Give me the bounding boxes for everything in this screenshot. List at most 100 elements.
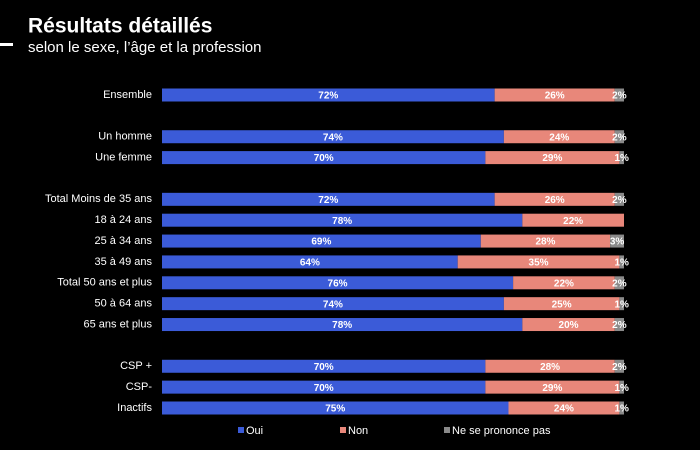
- legend-label: Oui: [246, 425, 263, 437]
- bar-segment: [162, 359, 486, 373]
- value-label: 69%: [311, 237, 331, 248]
- legend-label: Ne se prononce pas: [452, 425, 551, 437]
- bar-segment: [162, 130, 504, 144]
- bar-segment: [614, 318, 624, 332]
- bar-segment: [162, 401, 509, 415]
- value-label: 75%: [325, 404, 345, 415]
- value-label: 25%: [552, 299, 572, 310]
- value-label: 22%: [554, 278, 574, 289]
- value-label: 70%: [314, 383, 334, 394]
- bar-segment: [614, 130, 624, 144]
- category-label: Un homme: [98, 131, 152, 143]
- value-label: 24%: [549, 132, 569, 143]
- bar-segment: [614, 192, 624, 206]
- category-label: 65 ans et plus: [84, 318, 153, 330]
- bar-segment: [614, 88, 624, 102]
- category-label: 18 à 24 ans: [95, 214, 153, 226]
- category-label: 50 à 64 ans: [95, 298, 153, 310]
- category-label: Inactifs: [117, 402, 152, 414]
- bar-segment: [494, 88, 615, 102]
- value-label: 74%: [323, 132, 343, 143]
- value-label: 1%: [614, 383, 629, 394]
- category-label: Total Moins de 35 ans: [45, 193, 153, 205]
- chart-title: Résultats détaillés: [28, 15, 212, 38]
- bar-segment: [508, 401, 620, 415]
- bar-segment: [494, 192, 615, 206]
- bar-segment: [619, 297, 624, 311]
- bar-segment: [619, 380, 624, 394]
- value-label: 1%: [614, 153, 629, 164]
- category-label: CSP-: [126, 381, 153, 393]
- category-label: CSP +: [120, 360, 152, 372]
- bar-segment: [522, 213, 624, 227]
- value-label: 2%: [612, 278, 627, 289]
- category-label: 35 à 49 ans: [95, 256, 153, 268]
- value-label: 2%: [612, 132, 627, 143]
- category-label: 25 à 34 ans: [95, 235, 153, 247]
- value-label: 22%: [563, 216, 583, 227]
- value-label: 28%: [535, 237, 555, 248]
- value-label: 2%: [612, 320, 627, 331]
- bar-segment: [485, 380, 620, 394]
- chart-subtitle: selon le sexe, l’âge et la profession: [28, 39, 261, 56]
- value-label: 1%: [614, 404, 629, 415]
- value-label: 35%: [529, 258, 549, 269]
- value-label: 20%: [559, 320, 579, 331]
- value-label: 2%: [612, 195, 627, 206]
- value-label: 78%: [332, 320, 352, 331]
- value-label: 2%: [612, 91, 627, 102]
- bar-segment: [619, 401, 624, 415]
- value-label: 1%: [614, 299, 629, 310]
- bar-segment: [162, 213, 523, 227]
- accent-dash: [0, 43, 13, 46]
- bar-segment: [610, 234, 624, 248]
- value-label: 70%: [314, 153, 334, 164]
- value-label: 1%: [614, 258, 629, 269]
- value-label: 29%: [542, 153, 562, 164]
- value-label: 28%: [540, 362, 560, 373]
- value-label: 3%: [610, 237, 625, 248]
- bar-segment: [162, 318, 523, 332]
- bar-segment: [513, 276, 615, 290]
- value-label: 64%: [300, 258, 320, 269]
- value-label: 74%: [323, 299, 343, 310]
- legend-label: Non: [348, 425, 368, 437]
- bar-segment: [485, 151, 620, 165]
- category-label: Total 50 ans et plus: [57, 277, 152, 289]
- bar-segment: [503, 297, 620, 311]
- value-label: 78%: [332, 216, 352, 227]
- value-label: 76%: [328, 278, 348, 289]
- bar-segment: [162, 88, 495, 102]
- bar-segment: [503, 130, 615, 144]
- bar-segment: [162, 192, 495, 206]
- value-label: 26%: [545, 91, 565, 102]
- bar-segment: [614, 276, 624, 290]
- category-label: Ensemble: [103, 89, 152, 101]
- bar-segment: [162, 255, 458, 269]
- bar-segment: [480, 234, 611, 248]
- value-label: 2%: [612, 362, 627, 373]
- value-label: 70%: [314, 362, 334, 373]
- bar-segment: [619, 151, 624, 165]
- bar-segment: [162, 234, 481, 248]
- value-label: 72%: [318, 91, 338, 102]
- bar-segment: [162, 151, 486, 165]
- value-label: 26%: [545, 195, 565, 206]
- legend-swatch: [238, 427, 244, 433]
- bar-segment: [162, 380, 486, 394]
- bar-segment: [614, 359, 624, 373]
- bar-segment: [522, 318, 615, 332]
- value-label: 29%: [542, 383, 562, 394]
- bar-segment: [485, 359, 615, 373]
- value-label: 24%: [554, 404, 574, 415]
- legend-swatch: [340, 427, 346, 433]
- value-label: 72%: [318, 195, 338, 206]
- legend-swatch: [444, 427, 450, 433]
- bar-segment: [162, 276, 514, 290]
- bar-segment: [162, 297, 504, 311]
- category-label: Une femme: [95, 152, 152, 164]
- bar-segment: [457, 255, 620, 269]
- bar-segment: [619, 255, 624, 269]
